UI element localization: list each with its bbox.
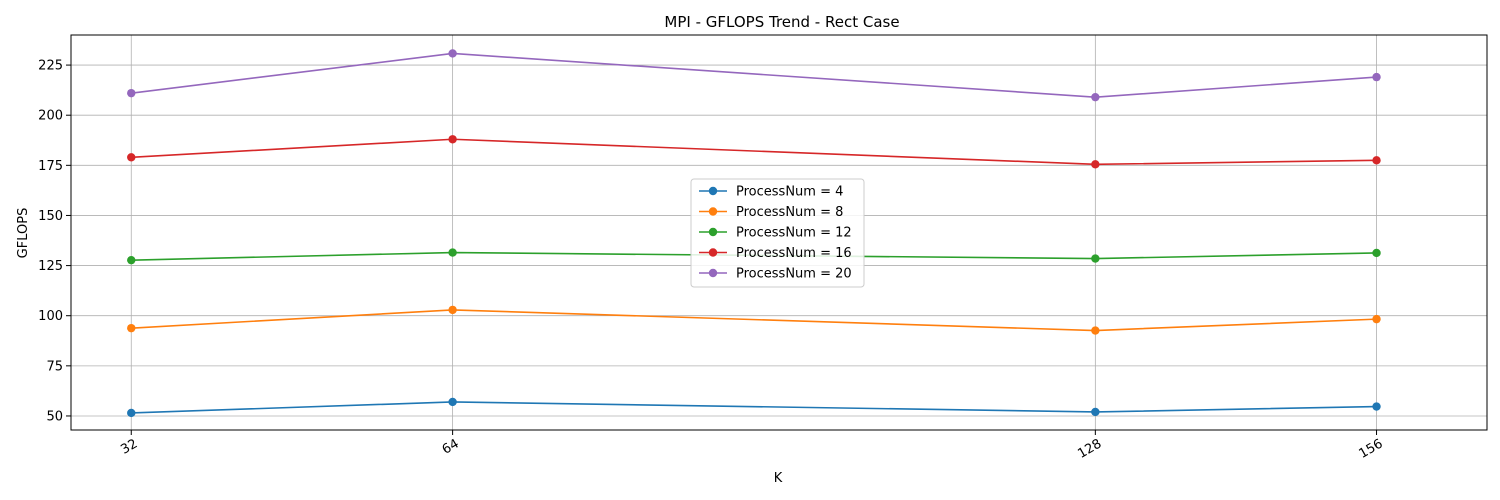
- legend-marker: [708, 248, 718, 257]
- y-tick-label: 100: [38, 309, 63, 324]
- series-line: [131, 401, 1377, 414]
- x-tick-label: 32: [118, 436, 140, 457]
- data-point: [448, 397, 457, 407]
- data-point: [448, 305, 457, 315]
- data-point: [1091, 160, 1100, 169]
- legend-marker: [708, 268, 718, 278]
- series-line: [131, 309, 1377, 332]
- legend-label: ProcessNum = 20: [736, 267, 852, 282]
- legend-label: ProcessNum = 4: [736, 185, 843, 200]
- legend-marker: [708, 186, 718, 196]
- data-point: [127, 255, 136, 265]
- legend-box: [690, 178, 865, 288]
- data-point: [448, 49, 457, 58]
- series-1: [127, 397, 1381, 418]
- y-tick-label: 225: [38, 59, 63, 74]
- data-point: [448, 248, 457, 257]
- legend-marker: [708, 227, 718, 237]
- series-4: [127, 135, 1381, 169]
- y-axis-title: GFLOPS: [16, 208, 31, 259]
- legend-label: ProcessNum = 12: [736, 226, 852, 241]
- series-line: [131, 52, 1377, 98]
- legend: ProcessNum = 4 ProcessNum = 8 ProcessNum =…: [690, 178, 865, 288]
- data-point: [127, 88, 136, 98]
- chart-title: MPI - GFLOPS Trend - Rect Case: [664, 13, 899, 31]
- x-tick-label: 156: [1357, 436, 1386, 461]
- x-tick-label: 64: [440, 436, 462, 457]
- legend-marker: [708, 207, 718, 216]
- y-tick-label: 125: [38, 259, 63, 274]
- legend-label: ProcessNum = 16: [736, 246, 852, 261]
- series-5: [127, 49, 1381, 102]
- legend-item: ProcessNum = 20: [699, 267, 852, 282]
- legend-item: ProcessNum = 12: [699, 226, 852, 241]
- data-point: [1372, 72, 1381, 82]
- y-tick-label: 200: [38, 109, 63, 124]
- legend-item: ProcessNum = 16: [699, 246, 852, 261]
- y-tick-label: 175: [38, 159, 63, 174]
- data-point: [1372, 156, 1381, 165]
- legend-item: ProcessNum = 4: [699, 185, 843, 200]
- data-point: [1091, 407, 1100, 417]
- x-axis-title: K: [774, 471, 783, 486]
- legend-item: ProcessNum = 8: [699, 205, 843, 220]
- series-line: [131, 138, 1377, 166]
- y-tick-label: 75: [46, 359, 63, 374]
- data-point: [1091, 326, 1100, 335]
- data-point: [448, 135, 457, 144]
- data-point: [127, 323, 136, 333]
- y-tick-label: 50: [46, 409, 63, 424]
- plot-frame: [70, 34, 1488, 431]
- series-2: [127, 305, 1381, 335]
- data-point: [1372, 402, 1381, 411]
- data-point: [1091, 254, 1100, 263]
- data-point: [127, 153, 136, 162]
- data-point: [1372, 248, 1381, 258]
- data-point: [1372, 314, 1381, 324]
- series-layer: [127, 49, 1381, 418]
- y-tick-label: 150: [38, 209, 63, 224]
- legend-label: ProcessNum = 8: [736, 205, 843, 220]
- data-point: [1091, 92, 1100, 102]
- data-point: [127, 408, 136, 418]
- x-tick-label: 128: [1075, 436, 1104, 461]
